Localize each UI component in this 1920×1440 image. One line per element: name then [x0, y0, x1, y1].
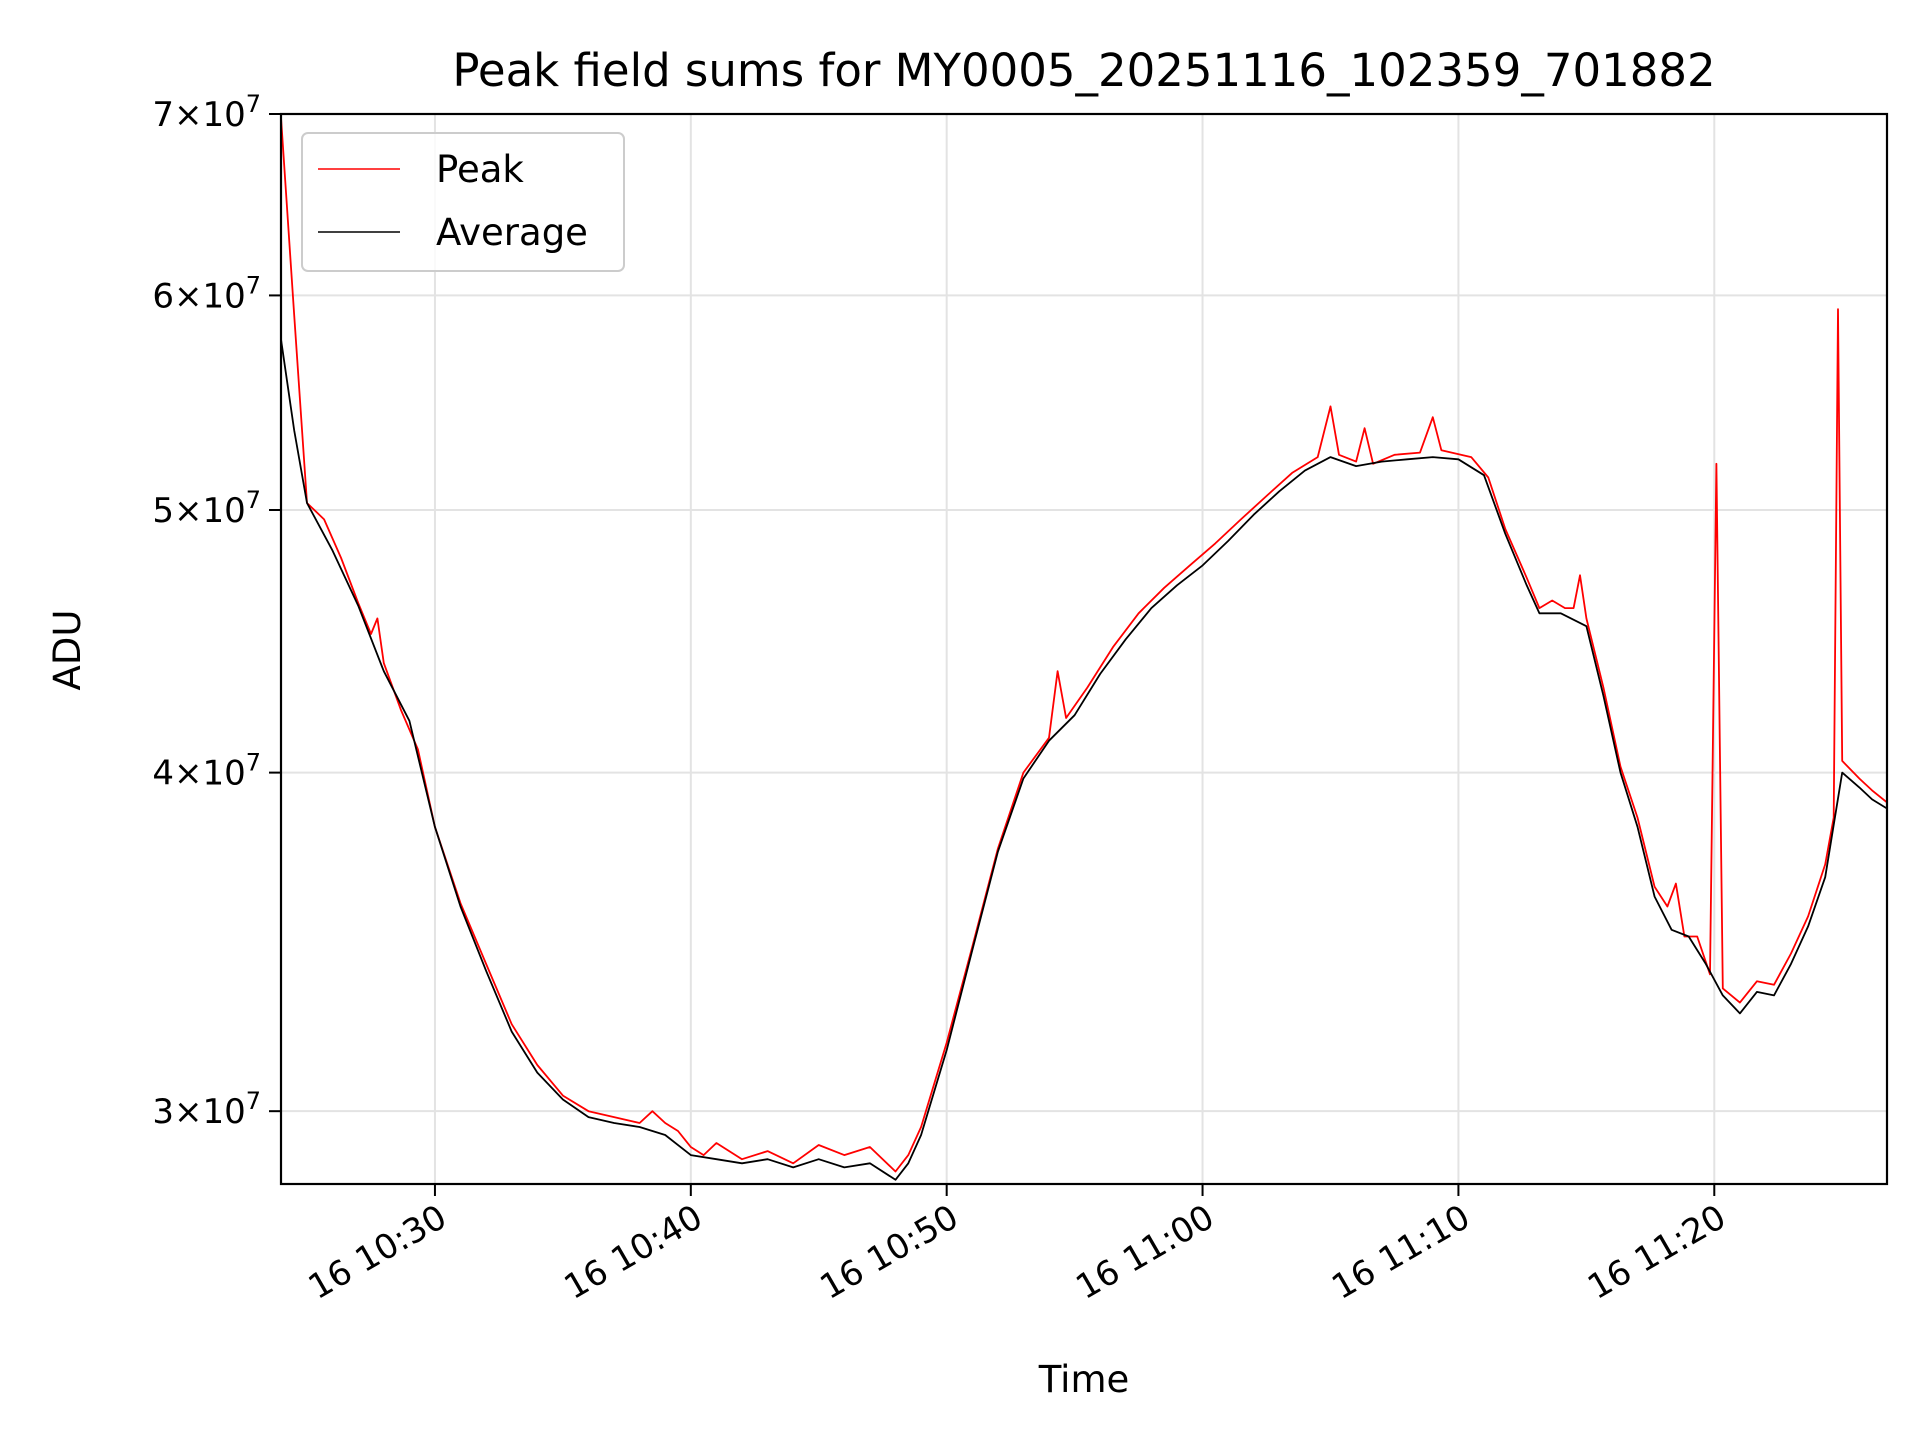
series-layer	[281, 117, 1887, 1181]
plot-frame	[279, 112, 1889, 1186]
legend-label-average: Average	[436, 211, 588, 254]
series-line-average	[281, 339, 1887, 1181]
y-axis-ticks: 3×107 4×107 5×107 6×107 7×107	[152, 90, 281, 1132]
y-tick-label: 3×107	[152, 1087, 261, 1132]
y-tick-label: 7×107	[152, 90, 261, 135]
legend-box	[301, 132, 625, 272]
y-axis-label: ADU	[46, 610, 89, 691]
legend-label-peak: Peak	[436, 148, 524, 191]
series-line-peak	[281, 117, 1887, 1173]
chart-title: Peak field sums for MY0005_20251116_1023…	[452, 44, 1715, 97]
x-axis-label: Time	[1038, 1358, 1130, 1401]
y-tick-label: 6×107	[152, 271, 261, 316]
y-tick-label: 5×107	[152, 486, 261, 531]
y-tick-label: 4×107	[152, 749, 261, 794]
legend: Peak Average	[301, 132, 625, 272]
